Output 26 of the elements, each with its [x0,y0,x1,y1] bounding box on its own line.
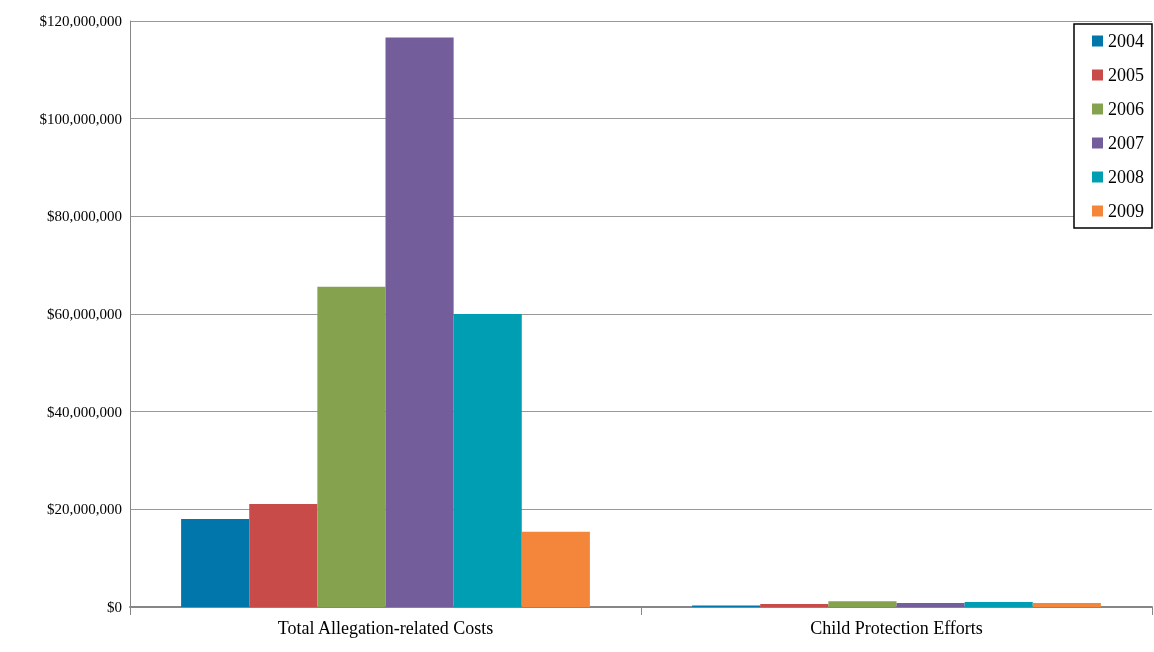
bar [521,531,590,607]
bar [317,286,386,607]
bar [964,602,1033,607]
legend-label: 2008 [1108,167,1144,187]
y-tick-label: $120,000,000 [39,13,122,29]
legend-label: 2009 [1108,201,1144,221]
bar [828,601,897,607]
y-tick-label: $0 [107,599,122,615]
y-tick-label: $100,000,000 [39,110,122,127]
bar [896,603,965,607]
legend-label: 2007 [1108,133,1144,153]
bar [385,37,454,607]
y-tick-label: $40,000,000 [47,403,122,420]
y-tick-label: $80,000,000 [47,208,122,225]
legend-label: 2004 [1108,31,1144,51]
bar [181,519,250,607]
bar [1032,603,1101,607]
bar [453,314,522,607]
bar [249,503,318,607]
y-tick-label: $60,000,000 [47,306,122,322]
bar [760,604,829,607]
x-tick-label: Child Protection Efforts [810,618,983,638]
legend-label: 2006 [1108,99,1144,119]
legend-label: 2005 [1108,65,1144,85]
x-tick-label: Total Allegation-related Costs [277,618,494,638]
y-tick-label: $20,000,000 [47,501,122,518]
